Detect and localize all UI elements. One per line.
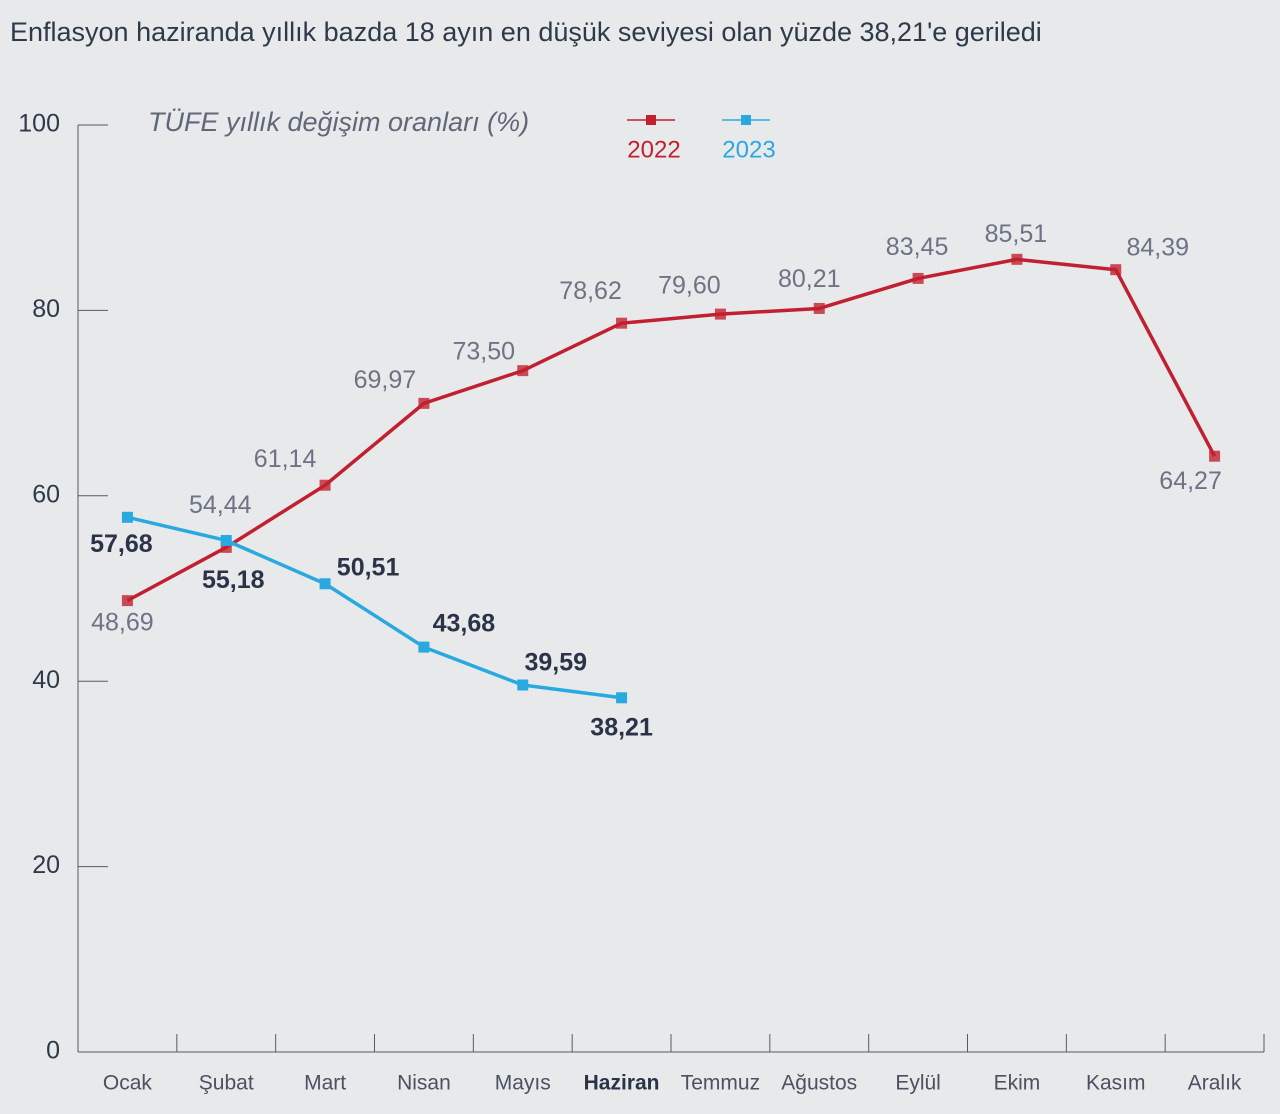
x-tick-label: Kasım <box>1086 1072 1146 1095</box>
x-tick-label: Ocak <box>103 1072 153 1095</box>
y-tick-label: 60 <box>32 480 60 508</box>
data-point <box>220 541 232 553</box>
data-label: 50,51 <box>337 553 400 581</box>
y-tick-label: 40 <box>32 666 60 694</box>
data-point <box>517 679 529 691</box>
data-point <box>1110 264 1122 276</box>
y-tick-label: 0 <box>46 1037 60 1065</box>
data-point <box>319 479 331 491</box>
x-tick-label: Aralık <box>1188 1072 1242 1095</box>
data-label: 43,68 <box>433 610 496 638</box>
x-tick-label: Ekim <box>994 1072 1041 1095</box>
y-tick-label: 80 <box>32 295 60 323</box>
data-point <box>714 308 726 320</box>
x-tick-label: Eylül <box>895 1072 941 1095</box>
data-label: 83,45 <box>886 233 949 261</box>
data-point <box>517 365 529 377</box>
x-tick-label: Haziran <box>584 1072 660 1095</box>
data-point <box>418 397 430 409</box>
data-label: 57,68 <box>90 530 153 558</box>
data-point <box>319 578 331 590</box>
series-line <box>126 257 1217 603</box>
data-label: 78,62 <box>559 277 622 305</box>
data-point <box>121 595 133 607</box>
x-tick-label: Nisan <box>397 1072 451 1095</box>
chart-title: Enflasyon haziranda yıllık bazda 18 ayın… <box>10 17 1042 47</box>
data-label: 64,27 <box>1159 467 1222 495</box>
chart-subtitle: TÜFE yıllık değişim oranları (%) <box>148 107 529 137</box>
data-point <box>912 272 924 284</box>
data-label: 69,97 <box>354 366 417 394</box>
x-tick-label: Şubat <box>199 1072 254 1095</box>
data-label: 54,44 <box>189 491 252 519</box>
data-label: 73,50 <box>452 337 515 365</box>
data-point <box>616 692 628 704</box>
x-tick-label: Mayıs <box>495 1072 551 1095</box>
y-tick-label: 100 <box>18 110 60 138</box>
data-point <box>1011 253 1023 265</box>
y-tick-label: 20 <box>32 851 60 879</box>
data-label: 79,60 <box>658 272 721 300</box>
data-point <box>121 511 133 523</box>
data-label: 38,21 <box>590 713 653 741</box>
legend-label: 2022 <box>627 136 680 163</box>
data-point <box>813 302 825 314</box>
data-point <box>616 317 628 329</box>
legend-marker <box>646 115 656 125</box>
x-tick-label: Mart <box>304 1072 346 1095</box>
data-point <box>418 641 430 653</box>
data-label: 85,51 <box>985 220 1048 248</box>
legend-marker <box>741 115 751 125</box>
data-label: 48,69 <box>91 608 154 636</box>
data-label: 61,14 <box>254 445 317 473</box>
x-tick-label: Ağustos <box>781 1072 857 1095</box>
legend-label: 2023 <box>722 136 775 163</box>
data-point <box>220 534 232 546</box>
data-label: 84,39 <box>1126 233 1189 261</box>
data-label: 55,18 <box>202 566 265 594</box>
series-line <box>127 515 622 700</box>
data-label: 80,21 <box>778 265 841 293</box>
x-tick-label: Temmuz <box>681 1072 760 1095</box>
data-label: 39,59 <box>524 649 587 677</box>
data-point <box>1209 450 1221 462</box>
